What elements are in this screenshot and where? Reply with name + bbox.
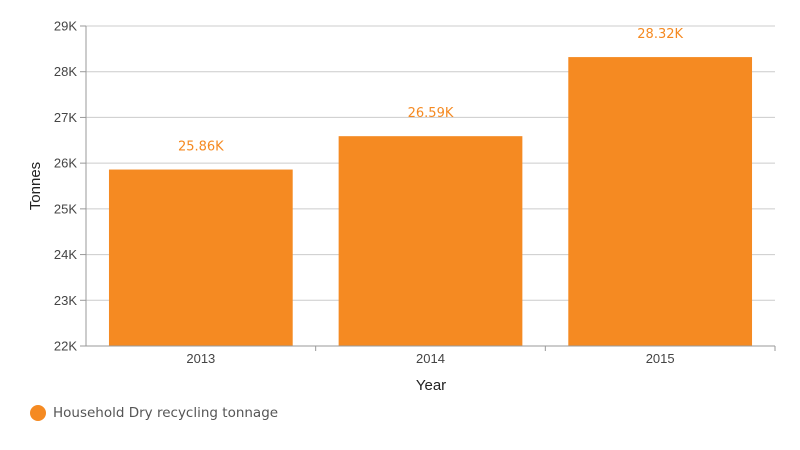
y-tick-label: 27K <box>54 110 77 125</box>
y-tick-labels: 22K 23K 24K 25K 26K 27K 28K 29K <box>54 19 86 354</box>
data-label: 25.86K <box>178 140 224 155</box>
y-tick-label: 29K <box>54 19 77 34</box>
y-axis-title: Tonnes <box>27 162 44 210</box>
legend-marker-icon <box>30 405 46 421</box>
data-labels: 25.86K 26.59K 28.32K <box>178 27 684 154</box>
y-tick-label: 22K <box>54 339 77 354</box>
x-tick-label: 2013 <box>186 351 215 366</box>
bar[interactable] <box>338 136 523 346</box>
data-label: 26.59K <box>408 106 454 121</box>
data-label: 28.32K <box>637 27 683 42</box>
x-tick-label: 2014 <box>416 351 445 366</box>
x-tick-label: 2015 <box>646 351 675 366</box>
bars <box>108 57 753 346</box>
y-tick-label: 24K <box>54 247 77 262</box>
x-axis-title: Year <box>416 377 446 394</box>
legend-label: Household Dry recycling tonnage <box>53 405 279 421</box>
y-tick-label: 23K <box>54 293 77 308</box>
y-tick-label: 26K <box>54 156 77 171</box>
y-tick-label: 28K <box>54 64 77 79</box>
y-tick-label: 25K <box>54 201 77 216</box>
bar[interactable] <box>108 169 293 346</box>
x-tick-labels: 2013 2014 2015 <box>186 346 776 366</box>
legend[interactable]: Household Dry recycling tonnage <box>30 403 278 423</box>
bar[interactable] <box>568 57 753 346</box>
